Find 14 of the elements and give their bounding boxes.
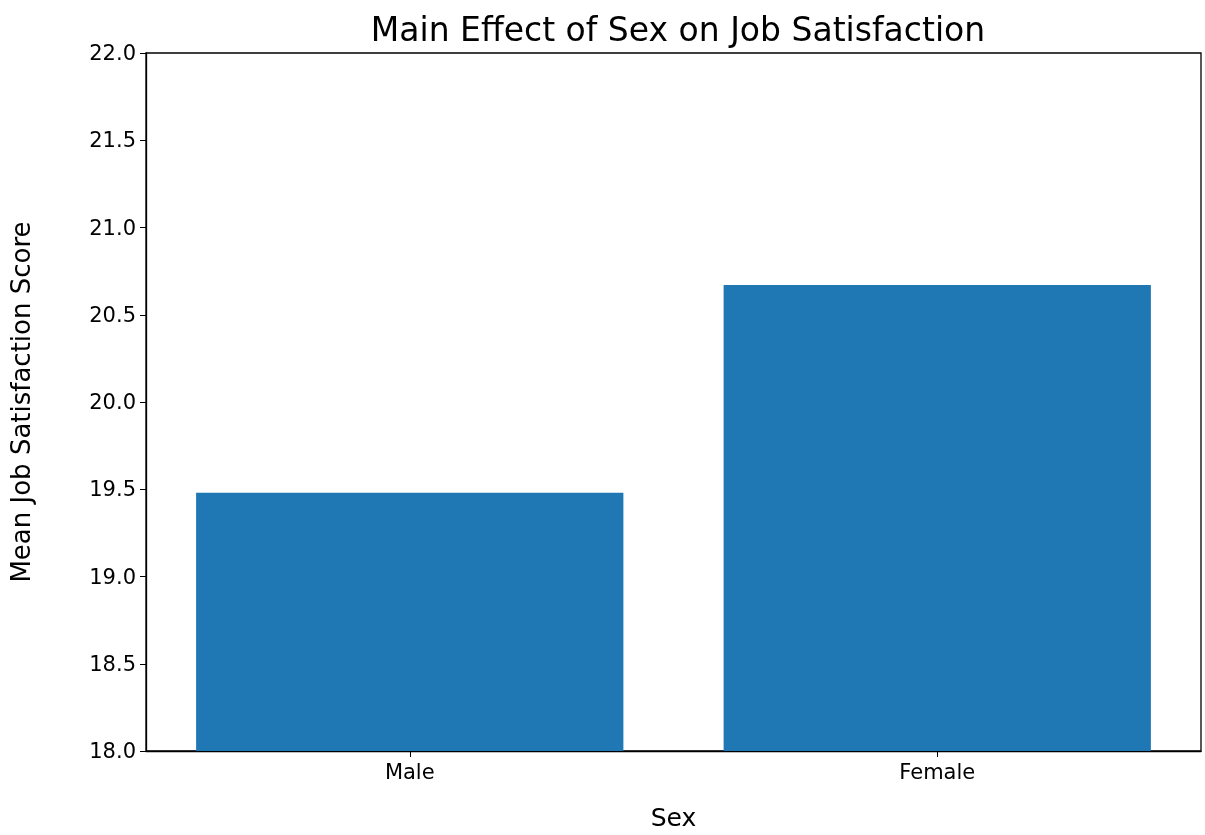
y-tick-label: 20.5 (89, 302, 136, 327)
y-tick-label: 21.0 (89, 215, 136, 240)
chart-title: Main Effect of Sex on Job Satisfaction (370, 10, 986, 49)
x-axis-title: Sex (650, 803, 697, 832)
y-tick-label: 18.0 (89, 739, 136, 763)
y-tick-label: 19.0 (89, 564, 136, 589)
y-tick-label: 19.5 (89, 477, 136, 502)
x-tick-label: Male (384, 759, 435, 784)
y-tick-label: 20.0 (89, 390, 136, 414)
y-tick-label: 18.5 (89, 651, 136, 676)
x-tick-label: Female (899, 759, 976, 784)
y-axis-title: Mean Job Satisfaction Score (6, 221, 36, 583)
y-tick-label: 21.5 (89, 128, 136, 153)
y-tick-label: 22.0 (89, 41, 136, 65)
